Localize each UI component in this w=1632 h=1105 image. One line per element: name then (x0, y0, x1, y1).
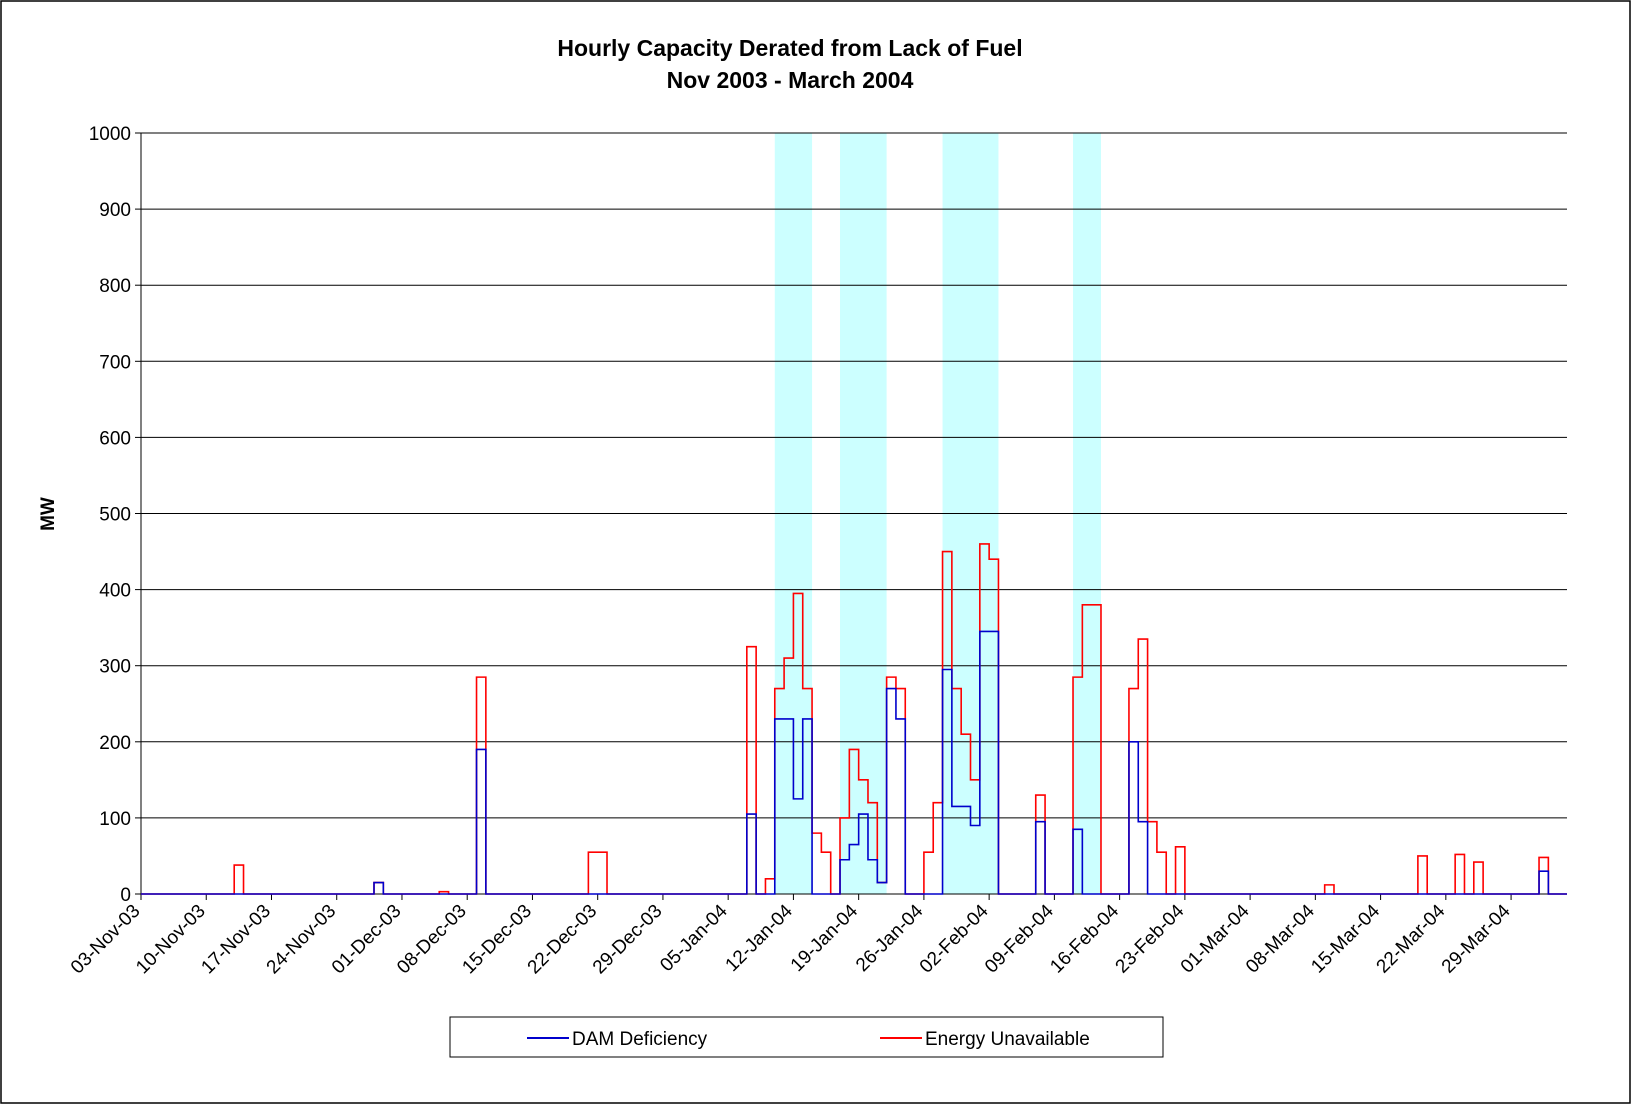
y-tick-label: 500 (99, 505, 131, 526)
y-tick-label: 100 (99, 809, 131, 830)
chart-subtitle: Nov 2003 - March 2004 (667, 67, 914, 93)
y-tick-label: 800 (99, 276, 131, 297)
chart-title: Hourly Capacity Derated from Lack of Fue… (557, 35, 1022, 61)
y-tick-label: 700 (99, 352, 131, 373)
y-tick-label: 200 (99, 733, 131, 754)
y-axis-label: MW (38, 497, 59, 531)
series-line (141, 543, 1567, 895)
series-line (141, 630, 1567, 895)
y-tick-label: 0 (120, 885, 131, 906)
y-tick-label: 1000 (89, 124, 131, 145)
y-tick-label: 300 (99, 657, 131, 678)
y-tick-label: 600 (99, 428, 131, 449)
legend-label: DAM Deficiency (572, 1029, 708, 1050)
legend-label: Energy Unavailable (925, 1029, 1090, 1050)
y-tick-label: 900 (99, 200, 131, 221)
y-tick-label: 400 (99, 581, 131, 602)
